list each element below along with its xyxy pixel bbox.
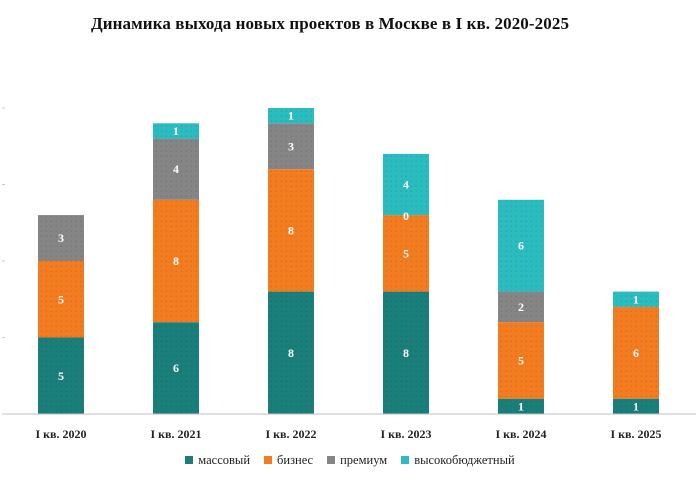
bar-segment-texture — [38, 215, 84, 261]
bar-segment-texture — [498, 199, 544, 292]
bar-segment-texture — [268, 108, 314, 124]
data-label: 1 — [173, 124, 179, 138]
data-label: 8 — [403, 346, 409, 360]
bar-segment-texture — [268, 169, 314, 292]
data-label: 1 — [633, 399, 639, 413]
bar-segment-texture — [383, 215, 429, 292]
bar-segment-texture — [498, 291, 544, 323]
legend-label: премиум — [340, 453, 388, 467]
bar-segment-texture — [613, 291, 659, 307]
data-label: 6 — [518, 239, 524, 253]
data-label: 5 — [58, 369, 64, 383]
legend-swatch — [185, 456, 194, 464]
data-label: 6 — [173, 361, 179, 375]
x-tick-label: I кв. 2021 — [150, 427, 201, 441]
bar-segment-texture — [153, 138, 199, 200]
bars-layer — [38, 108, 659, 414]
data-label: 1 — [518, 399, 524, 413]
chart-title: Динамика выхода новых проектов в Москве … — [90, 14, 570, 33]
data-label: 5 — [518, 353, 524, 367]
bar-segment-texture — [153, 199, 199, 323]
segment-labels-layer: 5 5 3 6 8 4 1 8 8 3 1 8 5 4 0 1 5 2 6 1 6 1 — [58, 109, 639, 414]
bar-segment-texture — [383, 291, 429, 414]
legend-item: высокобюджетный — [401, 453, 515, 468]
legend-swatch — [327, 456, 336, 464]
legend-item: премиум — [327, 453, 387, 468]
bar-segment-texture — [613, 398, 659, 414]
data-label: 8 — [288, 346, 294, 360]
data-label: 8 — [173, 254, 179, 268]
bar-segment-texture — [268, 291, 314, 414]
legend-label: бизнес — [277, 453, 314, 467]
x-tick-label: I кв. 2023 — [380, 427, 431, 441]
legend-swatch — [401, 456, 410, 464]
data-label: 4 — [403, 178, 409, 192]
bar-segment-texture — [268, 123, 314, 170]
data-label: 8 — [288, 223, 294, 237]
data-label: 2 — [518, 300, 524, 314]
data-label: 5 — [58, 292, 64, 306]
data-label-zero: 0 — [403, 209, 409, 223]
data-label: 4 — [173, 162, 179, 176]
x-tick-label: I кв. 2020 — [35, 427, 86, 441]
data-label: 1 — [288, 109, 294, 123]
x-axis: I кв. 2020 I кв. 2021 I кв. 2022 I кв. 2023… — [2, 107, 696, 441]
data-label: 3 — [288, 139, 294, 153]
data-label: 1 — [633, 292, 639, 306]
bar-segment-texture — [38, 337, 84, 414]
bar-segment-texture — [498, 322, 544, 399]
legend-label: высокобюджетный — [414, 453, 515, 467]
legend: массовый бизнес премиум высокобюджетный — [0, 453, 700, 468]
data-label: 6 — [633, 346, 639, 360]
data-label: 5 — [403, 246, 409, 260]
legend-item: бизнес — [264, 453, 313, 468]
bar-segment-texture — [383, 153, 429, 216]
bar-segment-texture — [153, 322, 199, 414]
legend-label: массовый — [198, 453, 251, 467]
x-tick-label: I кв. 2025 — [610, 427, 661, 441]
legend-swatch — [264, 456, 273, 464]
x-tick-label: I кв. 2024 — [495, 427, 546, 441]
bar-segment-texture — [153, 123, 199, 139]
data-label: 3 — [58, 231, 64, 245]
legend-item: массовый — [185, 453, 250, 468]
x-tick-label: I кв. 2022 — [265, 427, 316, 441]
bar-segment-texture — [498, 398, 544, 414]
bar-segment-texture — [38, 261, 84, 338]
bar-segment-texture — [613, 306, 659, 399]
